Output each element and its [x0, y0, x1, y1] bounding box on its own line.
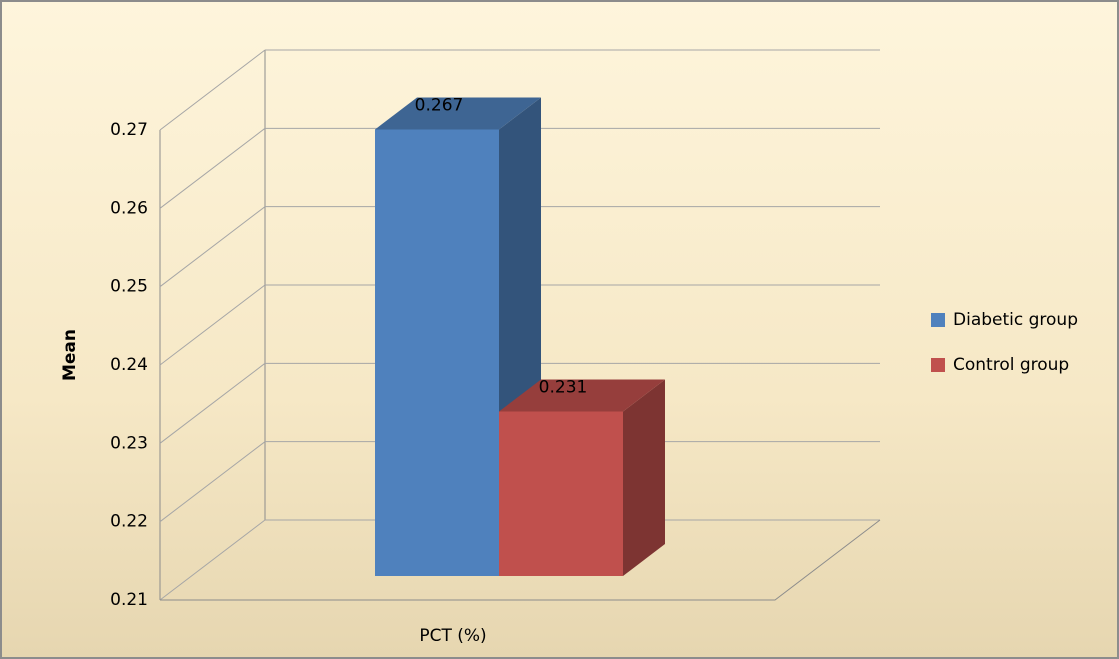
bar-side: [623, 379, 665, 576]
y-tick-label: 0.27: [110, 120, 148, 140]
legend-swatch: [931, 313, 945, 327]
y-tick-label: 0.21: [110, 590, 148, 610]
grid-line: [159, 284, 266, 366]
grid-line: [159, 441, 266, 523]
legend-swatch: [931, 358, 945, 372]
y-tick-label: 0.22: [110, 512, 148, 532]
y-tick-label: 0.24: [110, 355, 148, 375]
bar: [499, 411, 623, 576]
floor: [160, 519, 881, 601]
bar-top: [375, 97, 541, 130]
bar: [375, 129, 499, 576]
grid-line: [159, 519, 266, 601]
grid-line: [159, 49, 266, 131]
data-label: 0.267: [415, 96, 464, 116]
legend-label: Control group: [953, 355, 1069, 375]
grid-line: [159, 127, 266, 209]
data-label: 0.231: [539, 378, 588, 398]
y-tick-label: 0.25: [110, 277, 148, 297]
y-tick-label: 0.23: [110, 433, 148, 453]
grid-line: [159, 362, 266, 444]
bar-top: [499, 379, 665, 412]
y-tick-label: 0.26: [110, 198, 148, 218]
legend-label: Diabetic group: [953, 310, 1078, 330]
grid-line: [159, 206, 266, 288]
x-tick-label: PCT (%): [419, 626, 486, 646]
y-axis-label: Mean: [60, 329, 80, 381]
